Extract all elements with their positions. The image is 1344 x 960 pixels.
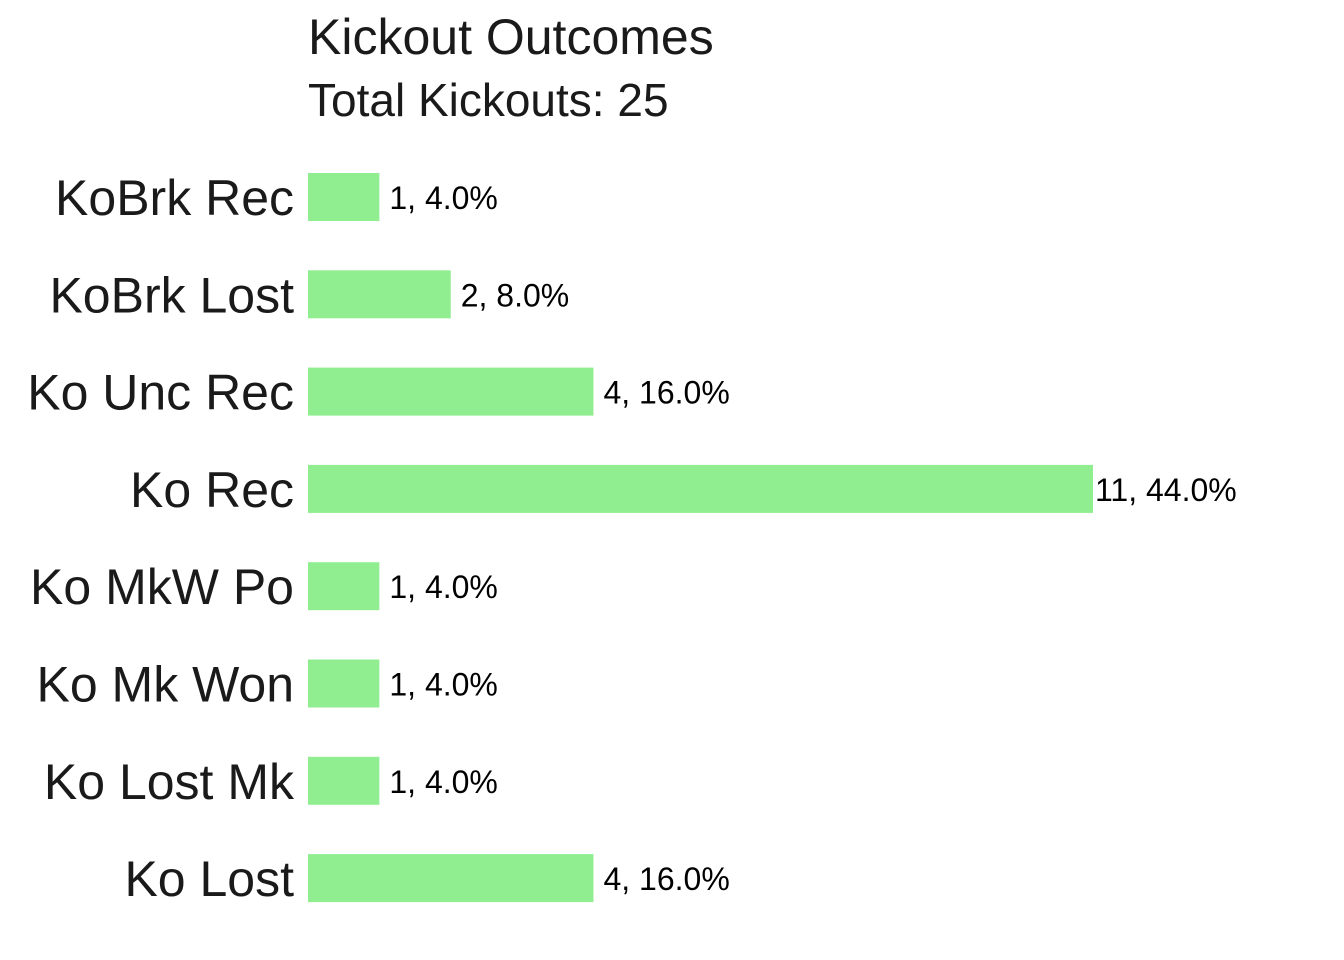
category-labels-group: KoBrk Rec KoBrk Lost Ko Unc Rec Ko Rec Ko Mk… [27, 170, 295, 907]
category-label: Ko MkW Po [30, 559, 294, 615]
data-labels-group: 1, 4.0% 2, 8.0% 4, 16.0% 11, 44.0% 1, 4.0% 1,… [389, 180, 1236, 897]
category-label: KoBrk Lost [49, 267, 294, 323]
data-label: 1, 4.0% [389, 180, 498, 216]
bar-2 [308, 367, 594, 416]
data-label: 1, 4.0% [389, 764, 498, 800]
chart-subtitle: Total Kickouts: 25 [308, 74, 669, 126]
data-label: 1, 4.0% [389, 667, 498, 703]
bar-1 [308, 270, 451, 319]
bar-5 [308, 659, 380, 708]
data-label: 2, 8.0% [461, 277, 570, 313]
category-label: Ko Mk Won [37, 657, 295, 713]
data-label: 1, 4.0% [389, 569, 498, 605]
bar-6 [308, 756, 380, 805]
category-label: KoBrk Rec [55, 170, 294, 226]
category-label: Ko Lost [124, 851, 294, 907]
bar-3 [308, 464, 1093, 513]
data-label: 4, 16.0% [603, 375, 729, 411]
category-label: Ko Rec [130, 462, 294, 518]
data-label: 11, 44.0% [1095, 472, 1237, 508]
bar-4 [308, 562, 380, 611]
category-label: Ko Unc Rec [27, 365, 294, 421]
category-label: Ko Lost Mk [44, 754, 295, 810]
bar-7 [308, 854, 594, 903]
bar-0 [308, 173, 380, 221]
chart-title: Kickout Outcomes [308, 9, 714, 65]
data-label: 4, 16.0% [603, 861, 729, 897]
bars-group [308, 173, 1093, 903]
